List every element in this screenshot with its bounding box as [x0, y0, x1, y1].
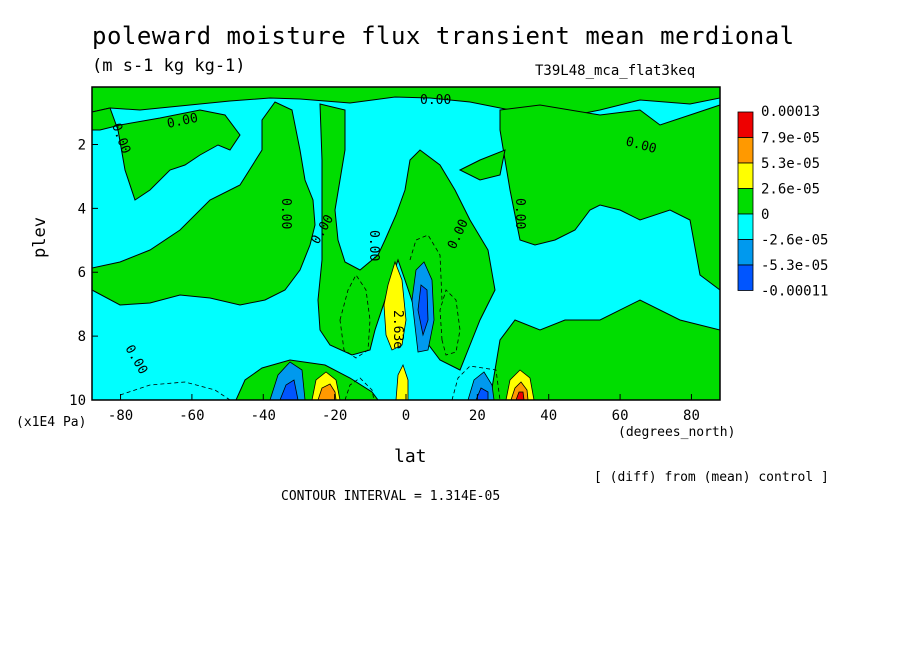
dashed-contour-1: [339, 274, 371, 359]
chart-units: (m s-1 kg kg-1): [92, 56, 246, 76]
dashed-contour-4: [344, 377, 375, 401]
contour-label: 0.00: [278, 198, 293, 229]
dashed-contour-5: [451, 365, 501, 401]
colorbar-swatch: [737, 213, 754, 240]
colorbar-swatch: [737, 137, 754, 164]
dashed-contour-3: [119, 381, 231, 401]
colorbar-label: -0.00011: [761, 284, 828, 300]
green-right-lobe: [499, 104, 721, 291]
colorbar-label: -5.3e-05: [761, 258, 828, 274]
y-tick-label: 10: [69, 393, 86, 409]
green-lower-left: [235, 359, 379, 401]
green-right-inner: [458, 149, 506, 181]
colorbar-swatch: [737, 188, 754, 215]
x-tick-label: 80: [683, 408, 700, 424]
contour-label: 0.00: [166, 111, 200, 132]
green-regions: [91, 86, 721, 401]
run-label: T39L48_mca_flat3keq: [535, 63, 696, 79]
y-tick-label: 8: [78, 329, 86, 345]
colorbar-label: 0.00013: [761, 104, 820, 120]
contour-label: 0.00: [512, 198, 527, 229]
green-left-edge: [91, 107, 241, 201]
x-tick-label: -20: [322, 408, 347, 424]
y-axis-units: (x1E4 Pa): [16, 415, 87, 430]
colorbar-swatch: [737, 111, 754, 138]
green-center-tower: [317, 103, 496, 371]
x-tick-label: -40: [251, 408, 276, 424]
contour-label: 0.00: [366, 230, 381, 261]
positive-cores: [311, 260, 535, 401]
dashed-contour-2: [439, 289, 461, 356]
colorbar-label: 0: [761, 207, 769, 223]
contour-interval: CONTOUR INTERVAL = 1.314E-05: [281, 489, 501, 504]
dashed-contour-6: [409, 234, 443, 301]
y-tick-label: 4: [78, 201, 86, 217]
x-tick-label: -60: [179, 408, 204, 424]
colorbar-swatch: [737, 264, 754, 291]
y-axis: 2 4 6 8 10: [69, 137, 98, 409]
chart-title: poleward moisture flux transient mean me…: [92, 22, 795, 50]
colorbar-label: 7.9e-05: [761, 131, 820, 147]
colorbar-swatch: [737, 162, 754, 189]
x-tick-label: 60: [612, 408, 629, 424]
green-left-lobe: [91, 101, 316, 306]
yellow-core-eq: [383, 260, 407, 351]
x-tick-label: 40: [540, 408, 557, 424]
contour-label: 2.63e: [390, 310, 405, 349]
colorbar-label: 5.3e-05: [761, 156, 820, 172]
x-axis-units: (degrees_north): [618, 425, 736, 440]
blue-core-eq-dark: [417, 284, 429, 337]
negative-contours: [119, 234, 501, 401]
colorbar-label: -2.6e-05: [761, 233, 828, 249]
y-tick-label: 2: [78, 137, 86, 153]
colorbar-label: 2.6e-05: [761, 182, 820, 198]
contour-label: 0.00: [420, 93, 451, 108]
x-tick-label: 0: [402, 408, 410, 424]
plot-area: [91, 86, 721, 401]
colorbar-swatch: [737, 239, 754, 266]
y-tick-label: 6: [78, 265, 86, 281]
x-axis: -80 -60 -40 -20 0 20 40 60 80: [108, 394, 700, 424]
x-axis-label: lat: [394, 446, 427, 467]
x-tick-label: 20: [469, 408, 486, 424]
diff-note: [ (diff) from (mean) control ]: [594, 470, 829, 485]
x-tick-label: -80: [108, 408, 133, 424]
colorbar: 0.00013 7.9e-05 5.3e-05 2.6e-05 0 -2.6e-05 -5.…: [737, 104, 828, 300]
blue-regions: [269, 261, 495, 401]
